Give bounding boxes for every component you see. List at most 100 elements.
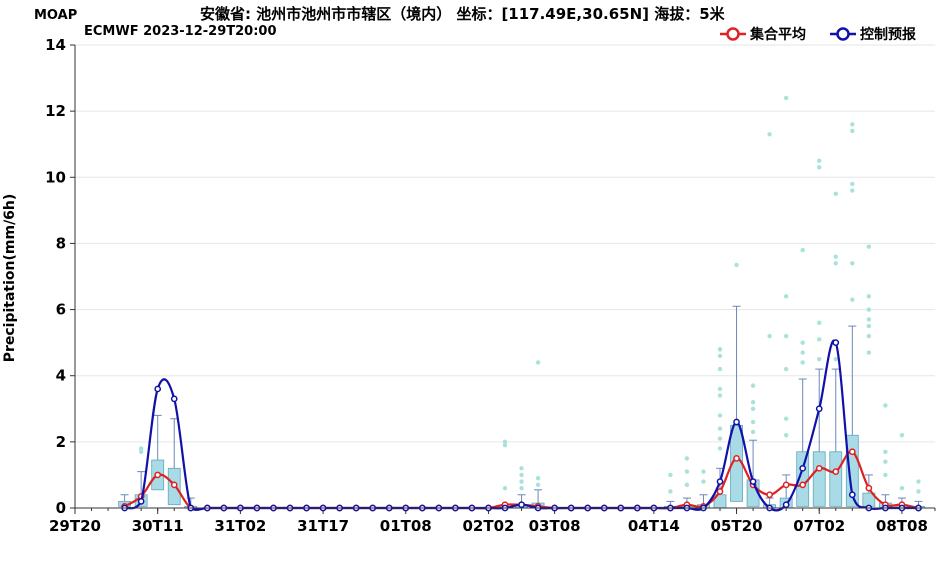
box-plots bbox=[118, 305, 925, 509]
series-point bbox=[749, 478, 757, 485]
outlier-point bbox=[750, 429, 756, 435]
series-point bbox=[782, 481, 790, 489]
outliers bbox=[138, 95, 921, 494]
outlier-point bbox=[138, 449, 144, 454]
series-point bbox=[815, 464, 823, 472]
outlier-point bbox=[833, 254, 838, 259]
series-point bbox=[799, 464, 807, 472]
outlier-point bbox=[833, 261, 838, 266]
legend-line-marker-icon bbox=[720, 27, 746, 41]
outlier-point bbox=[502, 485, 508, 491]
outlier-point bbox=[850, 188, 855, 193]
outlier-point bbox=[850, 122, 855, 127]
legend-item-control-forecast[interactable]: 控制预报 bbox=[830, 24, 916, 44]
outlier-point bbox=[916, 479, 921, 484]
y-axis-ticks: 0 2 4 6 8 10 12 14 bbox=[45, 36, 75, 517]
outlier-point bbox=[701, 479, 706, 484]
outlier-point bbox=[866, 323, 872, 329]
outlier-point bbox=[684, 456, 690, 461]
series-point bbox=[832, 468, 840, 475]
x-tick-label: 08T08 bbox=[876, 517, 928, 535]
outlier-point bbox=[783, 433, 789, 438]
outlier-point bbox=[767, 132, 772, 137]
legend-label: 控制预报 bbox=[860, 27, 916, 43]
outlier-point bbox=[783, 294, 789, 299]
outlier-point bbox=[750, 419, 756, 425]
outlier-point bbox=[899, 433, 905, 438]
outlier-point bbox=[866, 307, 872, 312]
outlier-point bbox=[817, 165, 822, 170]
y-tick-label: 8 bbox=[56, 234, 66, 252]
outlier-point bbox=[138, 446, 144, 451]
outlier-point bbox=[783, 333, 789, 339]
x-tick-label: 02T02 bbox=[462, 517, 514, 535]
x-tick-label: 05T20 bbox=[711, 517, 763, 535]
series-point bbox=[733, 418, 740, 426]
series-point bbox=[154, 471, 162, 479]
gridlines bbox=[75, 44, 935, 443]
outlier-point bbox=[717, 386, 723, 392]
outlier-point bbox=[800, 340, 805, 345]
outlier-point bbox=[817, 337, 822, 342]
outlier-point bbox=[535, 482, 541, 488]
outlier-point bbox=[535, 476, 541, 481]
series-point bbox=[170, 481, 178, 489]
outlier-point bbox=[866, 317, 872, 322]
outlier-point bbox=[783, 95, 789, 101]
series-point bbox=[832, 339, 840, 346]
outlier-point bbox=[519, 479, 524, 484]
outlier-point bbox=[717, 436, 723, 441]
outlier-point bbox=[800, 360, 805, 365]
outlier-point bbox=[783, 366, 789, 372]
outlier-point bbox=[883, 459, 888, 464]
series-point bbox=[733, 455, 740, 462]
outlier-point bbox=[817, 158, 822, 163]
series-point bbox=[766, 491, 773, 499]
outlier-point bbox=[519, 466, 524, 471]
y-tick-label: 6 bbox=[56, 301, 66, 319]
outlier-point bbox=[883, 403, 888, 408]
box bbox=[812, 451, 826, 507]
outlier-point bbox=[717, 413, 723, 418]
y-tick-label: 14 bbox=[45, 36, 66, 54]
outlier-point bbox=[717, 347, 723, 352]
outlier-point bbox=[866, 333, 872, 339]
brand-label: MOAP bbox=[34, 8, 78, 23]
outlier-point bbox=[750, 383, 756, 388]
series-lines bbox=[121, 339, 922, 512]
outlier-point bbox=[916, 489, 921, 494]
outlier-point bbox=[899, 485, 905, 491]
y-tick-label: 12 bbox=[45, 102, 66, 120]
series-point bbox=[782, 501, 790, 509]
outlier-point bbox=[850, 128, 855, 134]
outlier-point bbox=[734, 262, 739, 268]
y-tick-label: 10 bbox=[45, 168, 66, 186]
outlier-point bbox=[850, 297, 855, 302]
outlier-point bbox=[668, 489, 673, 494]
y-tick-label: 0 bbox=[56, 499, 66, 517]
x-tick-label: 03T08 bbox=[529, 517, 581, 535]
outlier-point bbox=[502, 439, 508, 445]
outlier-point bbox=[684, 469, 690, 474]
chart-title: 安徽省: 池州市池州市市辖区（境内） 坐标：[117.49E,30.65N] 海… bbox=[200, 5, 725, 23]
series-point bbox=[865, 484, 873, 492]
y-axis-label: Precipitation(mm/6h) bbox=[2, 194, 18, 363]
legend-item-ensemble-mean[interactable]: 集合平均 bbox=[720, 24, 806, 44]
outlier-point bbox=[519, 472, 524, 478]
outlier-point bbox=[717, 353, 723, 359]
y-tick-label: 2 bbox=[56, 433, 66, 451]
outlier-point bbox=[850, 181, 855, 187]
series-point bbox=[815, 405, 823, 413]
outlier-point bbox=[717, 393, 723, 398]
outlier-point bbox=[717, 366, 723, 372]
legend-line-marker-icon bbox=[830, 27, 856, 41]
x-tick-label: 04T14 bbox=[628, 517, 680, 535]
outlier-point bbox=[850, 261, 855, 266]
x-tick-label: 07T02 bbox=[793, 517, 845, 535]
outlier-point bbox=[800, 247, 805, 253]
legend-label: 集合平均 bbox=[750, 27, 806, 43]
x-tick-label: 31T17 bbox=[297, 517, 349, 535]
outlier-point bbox=[833, 191, 838, 197]
series-point bbox=[154, 385, 162, 393]
